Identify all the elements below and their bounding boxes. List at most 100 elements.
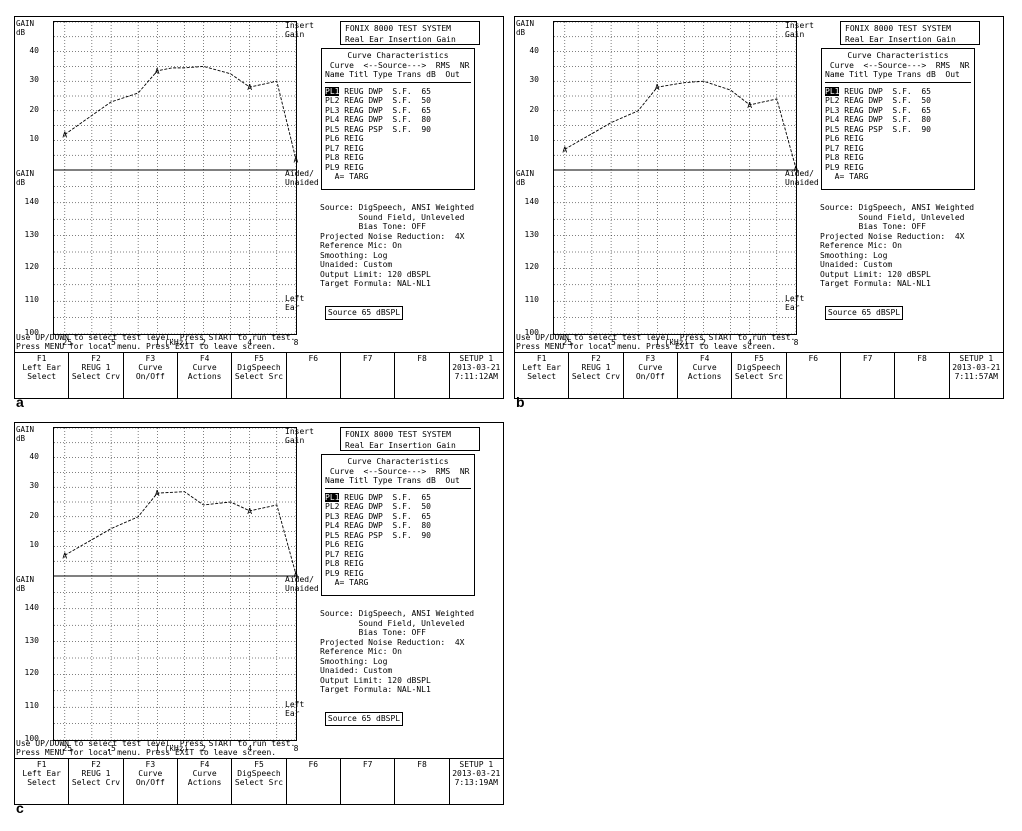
function-key-1[interactable]: F1 Left Ear Select xyxy=(15,759,70,805)
info-line: Source: DigSpeech, ANSI Weighted xyxy=(320,609,475,618)
info-line: Projected Noise Reduction: 4X xyxy=(320,637,465,647)
curve-list-item[interactable]: PL9 REIG xyxy=(325,163,471,173)
source-level-box[interactable]: Source 65 dBSPL xyxy=(825,306,903,320)
curve-list-item[interactable]: A= TARG xyxy=(325,172,471,182)
system-title-line: FONIX 8000 TEST SYSTEM xyxy=(845,24,951,33)
aided-unaided-label-line: Aided/ xyxy=(285,575,314,584)
system-title-box: FONIX 8000 TEST SYSTEM Real Ear Insertion… xyxy=(340,21,480,45)
curve-list-item[interactable]: A= TARG xyxy=(825,172,971,182)
curve-list-item[interactable]: PL4 REAG DWP S.F. 80 xyxy=(325,115,471,125)
function-key-6[interactable]: F6 xyxy=(287,353,341,399)
curve-list-item[interactable]: PL2 REAG DWP S.F. 50 xyxy=(825,96,971,106)
curve-list-item[interactable]: PL3 REAG DWP S.F. 65 xyxy=(825,106,971,116)
curve-name: PL2 xyxy=(325,502,340,511)
curve-list-item[interactable]: PL4 REAG DWP S.F. 80 xyxy=(825,115,971,125)
function-key-line: F8 xyxy=(917,354,927,363)
curve-details: REIG xyxy=(339,134,364,143)
curve-list-item[interactable]: PL9 REIG xyxy=(825,163,971,173)
function-key-line: Select Crv xyxy=(571,372,621,381)
left-ear-label-line: Left xyxy=(285,700,305,709)
function-key-3[interactable]: F3 Curve On/Off xyxy=(124,353,178,399)
function-key-8[interactable]: F8 xyxy=(395,353,450,399)
info-line: Smoothing: Log xyxy=(820,250,888,260)
x-tick-label: 1 xyxy=(654,338,660,347)
function-key-line: F7 xyxy=(362,760,373,769)
curve-marker: A xyxy=(247,507,252,516)
function-key-1[interactable]: F1 Left Ear Select xyxy=(515,353,570,399)
aided-unaided-label-line: Aided/ xyxy=(285,169,314,178)
curve-name: A= xyxy=(325,172,345,181)
info-line: Sound Field, Unleveled xyxy=(320,212,465,222)
aided-unaided-label-line: Unaided xyxy=(285,584,319,593)
curve-list-item[interactable]: PL1 REUG DWP S.F. 65 xyxy=(325,492,471,503)
function-key-6[interactable]: F6 xyxy=(287,759,341,805)
curve-list-item[interactable]: PL8 REIG xyxy=(325,559,471,569)
function-key-8[interactable]: F8 xyxy=(895,353,950,399)
curve-name: PL8 xyxy=(825,153,840,162)
function-key-4[interactable]: F4 Curve Actions xyxy=(178,759,233,805)
status-message: Use UP/DOWN to select test level. Press … xyxy=(16,739,295,757)
function-key-3[interactable]: F3 Curve On/Off xyxy=(624,353,678,399)
curve-name: PL7 xyxy=(825,143,840,153)
curve-list-item[interactable]: PL5 REAG PSP S.F. 90 xyxy=(825,125,971,135)
curve-list-item[interactable]: PL7 REIG xyxy=(825,144,971,154)
gain-title-top: GAIN dB xyxy=(16,425,34,443)
y-tick-label: 100 xyxy=(524,328,539,337)
curve-name: PL5 xyxy=(325,530,340,540)
curve-list-item[interactable]: PL5 REAG PSP S.F. 90 xyxy=(325,125,471,135)
curve-list-item[interactable]: PL4 REAG DWP S.F. 80 xyxy=(325,521,471,531)
function-key-7[interactable]: F7 xyxy=(841,353,896,399)
curve-list-item[interactable]: PL1 REUG DWP S.F. 65 xyxy=(325,86,471,97)
function-key-line: 7:13:19AM xyxy=(454,778,498,787)
source-level-box[interactable]: Source 65 dBSPL xyxy=(325,306,403,320)
function-key-6[interactable]: F6 xyxy=(787,353,841,399)
y-tick-label: 130 xyxy=(24,635,39,645)
function-key-5[interactable]: F5 DigSpeech Select Src xyxy=(232,759,287,805)
info-line: Target Formula: NAL-NL1 xyxy=(320,685,431,694)
function-key-2[interactable]: F2 REUG 1 Select Crv xyxy=(69,759,124,805)
curve-list-item[interactable]: PL6 REIG xyxy=(325,134,471,144)
curve-list-item[interactable]: PL6 REIG xyxy=(325,540,471,550)
curve-list-item[interactable]: PL2 REAG DWP S.F. 50 xyxy=(325,96,471,106)
function-key-7[interactable]: F7 xyxy=(341,353,396,399)
db-label: dB xyxy=(16,28,26,37)
curve-list-item[interactable]: PL9 REIG xyxy=(325,569,471,579)
header-divider xyxy=(325,81,471,83)
function-key-line: DigSpeech xyxy=(237,363,281,372)
db-label: dB xyxy=(16,434,26,443)
function-key-8[interactable]: F8 xyxy=(395,759,450,805)
function-key-line: Actions xyxy=(187,778,222,787)
function-key-3[interactable]: F3 Curve On/Off xyxy=(124,759,178,805)
curve-characteristics-box: Curve Characteristics Curve <--Source---… xyxy=(321,48,475,190)
info-line: Projected Noise Reduction: 4X xyxy=(820,231,965,241)
system-title-line: FONIX 8000 TEST SYSTEM xyxy=(345,24,451,33)
function-key-5[interactable]: F5 DigSpeech Select Src xyxy=(732,353,787,399)
curve-list-item[interactable]: PL8 REIG xyxy=(325,153,471,163)
curve-list-item[interactable]: PL5 REAG PSP S.F. 90 xyxy=(325,531,471,541)
curve-list-item[interactable]: PL8 REIG xyxy=(825,153,971,163)
function-key-4[interactable]: F4 Curve Actions xyxy=(678,353,733,399)
curve-details: REAG DWP S.F. 80 xyxy=(339,115,431,124)
curve-list-item[interactable]: PL1 REUG DWP S.F. 65 xyxy=(825,86,971,97)
curve-list-item[interactable]: PL7 REIG xyxy=(325,144,471,154)
function-key-2[interactable]: F2 REUG 1 Select Crv xyxy=(569,353,624,399)
curve-list-item[interactable]: PL2 REAG DWP S.F. 50 xyxy=(325,502,471,512)
function-key-5[interactable]: F5 DigSpeech Select Src xyxy=(232,353,287,399)
function-key-4[interactable]: F4 Curve Actions xyxy=(178,353,233,399)
function-key-line: Left Ear xyxy=(22,363,61,372)
function-key-2[interactable]: F2 REUG 1 Select Crv xyxy=(69,353,124,399)
source-level-box[interactable]: Source 65 dBSPL xyxy=(325,712,403,726)
y-tick-label: 130 xyxy=(24,229,39,239)
function-key-line: Curve xyxy=(138,769,163,778)
setup-status: SETUP 1 2013-03-21 7:13:19AM xyxy=(450,759,503,805)
curve-list-item[interactable]: PL6 REIG xyxy=(825,134,971,144)
curve-list-item[interactable]: PL3 REAG DWP S.F. 65 xyxy=(325,512,471,522)
function-key-line: Select xyxy=(27,372,57,381)
curve-list-item[interactable]: A= TARG xyxy=(325,578,471,588)
y-tick-label: 10 xyxy=(29,134,39,144)
curve-list-item[interactable]: PL7 REIG xyxy=(325,550,471,560)
y-tick-label: 10 xyxy=(529,134,539,144)
function-key-1[interactable]: F1 Left Ear Select xyxy=(15,353,70,399)
curve-list-item[interactable]: PL3 REAG DWP S.F. 65 xyxy=(325,106,471,116)
function-key-7[interactable]: F7 xyxy=(341,759,396,805)
